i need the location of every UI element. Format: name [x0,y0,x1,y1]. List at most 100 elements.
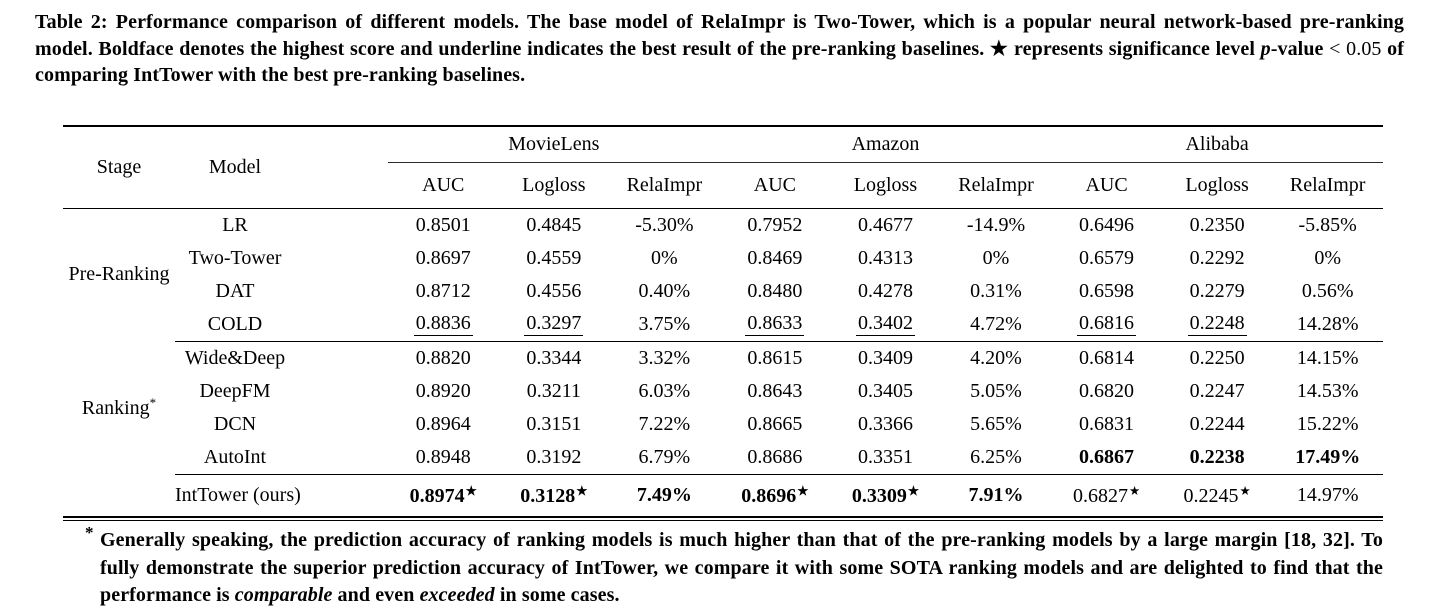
metric-cell: 0.8697 [388,242,499,275]
metric-value: 0.2244 [1189,412,1245,435]
metric-header-amazon-relaimpr: RelaImpr [940,162,1052,209]
metric-value: 0.7952 [747,213,803,236]
metric-cell: 0.6579 [1051,242,1162,275]
metric-value: 0.31% [970,279,1022,302]
metric-cell: 15.22% [1272,408,1383,441]
metric-cell: 0.3409 [830,341,941,375]
metric-value: 0.8836 [413,312,473,336]
metric-value: 0.3402 [855,312,915,336]
metric-value: 0.3211 [526,379,581,402]
caption-p-italic: p [1260,37,1271,60]
metric-value: 0.3192 [526,445,582,468]
table-footnote: * Generally speaking, the prediction acc… [0,523,1440,610]
metric-value: 17.49% [1295,445,1361,468]
metric-value: -14.9% [966,213,1026,236]
metric-value: 3.75% [638,312,691,335]
metric-value: 0.6820 [1079,379,1135,402]
metric-cell: 3.75% [609,307,720,342]
metric-header-alibaba-relaimpr: RelaImpr [1272,162,1383,209]
metric-value: 0.4313 [857,246,913,269]
metric-cell: 0.6814 [1051,341,1162,375]
metric-value: 0.8469 [747,246,803,269]
metric-value: 0.4559 [526,246,582,269]
metric-value: 0.8686 [747,445,803,468]
metric-value: 0.8820 [415,346,471,369]
metric-value: 5.05% [970,379,1022,402]
metric-cell: 0.6831 [1051,408,1162,441]
metric-value: 0.8615 [747,346,803,369]
group-header-amazon: Amazon [719,125,1052,163]
metric-value: 0% [1314,246,1342,269]
metric-cell: 3.32% [609,341,720,375]
metric-value: 0.8697 [415,246,471,269]
metric-value: 0.8712 [415,279,471,302]
metric-cell: 0.8964 [388,408,499,441]
metric-cell: 14.28% [1272,307,1383,342]
metric-value: 6.03% [638,379,691,402]
caption-math-value: < 0.05 [1329,37,1382,60]
metric-cell: 0.2350 [1162,208,1273,242]
stage-label: Pre-Ranking [63,208,175,341]
table-caption: Table 2: Performance comparison of diffe… [0,0,1440,89]
results-table: Stage Model MovieLens Amazon Alibaba AUC… [63,124,1383,518]
metric-cell: 0.56% [1272,275,1383,308]
caption-text-3: of comparing IntTower with the best pre-… [35,37,1405,87]
metric-value: 0.2250 [1189,346,1245,369]
metric-cell: 6.03% [609,375,720,408]
table-row-deepfm: DeepFM 0.8920 0.3211 6.03% 0.8643 0.3405 5.05%… [63,375,1383,408]
metric-value: -5.30% [635,213,694,236]
metric-value: 0.6831 [1079,412,1135,435]
metric-value: 0.56% [1301,279,1354,302]
metric-cell: 14.15% [1272,341,1383,375]
metric-cell: 0.3309★ [830,474,941,517]
metric-cell: 0.8836 [388,307,499,342]
metric-cell: -5.30% [609,208,720,242]
metric-cell: 0.8633 [719,307,831,342]
metric-value: 15.22% [1296,412,1359,435]
metric-value: 0.8920 [415,379,471,402]
results-table-wrap: Stage Model MovieLens Amazon Alibaba AUC… [63,124,1383,521]
metric-cell: 0.8696★ [720,474,831,517]
metric-value: 0.8948 [415,445,471,468]
model-name: DAT [215,279,255,302]
group-header-movielens: MovieLens [388,125,720,163]
stage-label: Ranking* [63,341,175,474]
table-row-wide-deep: Ranking* Wide&Deep 0.8820 0.3344 3.32% 0.8615… [63,341,1383,420]
metric-cell: 14.97% [1272,474,1383,517]
metric-value: 0.2279 [1189,279,1245,302]
metric-cell: 0.4559 [499,242,610,275]
metric-value: 0.8665 [747,412,803,435]
metric-cell: 0.6598 [1051,275,1162,308]
metric-header-movielens-auc: AUC [388,162,499,209]
metric-cell: 0.3211 [499,375,610,408]
metric-cell: 0.3405 [830,375,941,408]
metric-cell: 0.2238 [1161,440,1273,475]
metric-value: 0.3309 [851,484,907,507]
metric-value: 0.2248 [1187,312,1247,336]
significance-star-icon: ★ [1239,483,1251,498]
metric-cell: 0.40% [609,275,720,308]
table-body: Pre-Ranking LR 0.8501 0.4845 -5.30% 0.7952 0.4… [63,208,1383,517]
model-name: Wide&Deep [184,346,286,369]
table-row-cold: COLD 0.8836 0.3297 3.75% 0.8633 0.3402 4.72% 0.… [63,307,1383,342]
metric-value: 0.3151 [526,412,582,435]
model-name: AutoInt [175,440,388,475]
metric-cell: 0.2248 [1161,307,1273,342]
metric-value: 6.79% [638,445,691,468]
metric-cell: 0.3128★ [499,474,610,517]
metric-value: 0.8964 [415,412,471,435]
stage-footnote-marker: * [149,395,157,410]
metric-cell: 0% [609,242,720,275]
metric-cell: -5.85% [1272,208,1383,242]
metric-value: 0.3366 [857,412,913,435]
metric-cell: 7.22% [609,408,720,441]
metric-cell: 7.49% [609,474,720,517]
metric-cell: 0% [941,242,1052,275]
significance-star-icon: ★ [1128,483,1141,498]
metric-value: 0.40% [638,279,691,302]
metric-value: 0.4677 [857,213,913,236]
metric-value: 14.53% [1296,379,1359,402]
metric-cell: 0.4845 [499,208,610,242]
metric-cell: 0.8820 [388,341,499,375]
